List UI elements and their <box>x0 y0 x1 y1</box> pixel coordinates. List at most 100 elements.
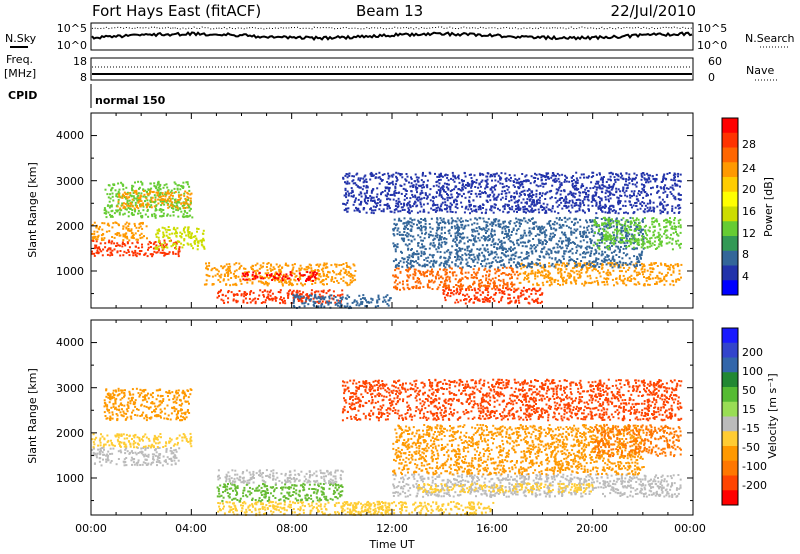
scatter-cell <box>132 213 135 216</box>
scatter-cell <box>593 253 596 256</box>
scatter-cell <box>664 230 667 232</box>
scatter-cell <box>671 225 674 228</box>
scatter-cell <box>306 297 309 300</box>
scatter-cell <box>422 203 425 206</box>
scatter-cell <box>524 289 527 292</box>
scatter-cell <box>344 272 347 275</box>
scatter-cell <box>494 233 496 236</box>
scatter-cell <box>536 282 539 285</box>
scatter-cell <box>487 282 489 285</box>
scatter-cell <box>436 175 439 178</box>
scatter-cell <box>429 273 431 276</box>
scatter-cell <box>150 204 153 207</box>
scatter-cell <box>639 264 642 267</box>
scatter-cell <box>279 291 282 294</box>
scatter-cell <box>243 292 246 295</box>
scatter-cell <box>136 204 138 207</box>
scatter-cell <box>637 238 640 240</box>
scatter-cell <box>593 220 596 223</box>
scatter-cell <box>618 270 621 273</box>
scatter-cell <box>161 193 164 196</box>
scatter-cell <box>487 234 490 237</box>
scatter-cell <box>519 184 522 187</box>
scatter-cell <box>319 298 322 301</box>
scatter-cell <box>133 207 136 210</box>
scatter-cell <box>105 216 108 219</box>
scatter-cell <box>130 228 133 231</box>
scatter-cell <box>621 227 624 230</box>
scatter-cell <box>613 183 616 186</box>
scatter-cell <box>397 227 400 230</box>
scatter-cell <box>379 204 382 207</box>
scatter-cell <box>154 247 157 250</box>
scatter-cell <box>654 276 657 279</box>
scatter-cell <box>244 273 247 275</box>
scatter-cell <box>612 221 615 224</box>
scatter-cell <box>536 300 539 303</box>
scatter-cell <box>558 258 561 261</box>
scatter-cell <box>582 231 585 233</box>
scatter-cell <box>292 300 295 303</box>
scatter-cell <box>187 226 190 229</box>
scatter-cell <box>531 245 534 248</box>
scatter-cell <box>406 235 408 238</box>
scatter-cell <box>539 228 542 231</box>
scatter-cell <box>100 234 103 237</box>
scatter-cell <box>211 267 214 270</box>
scatter-cell <box>470 276 473 279</box>
scatter-cell <box>456 251 459 254</box>
scatter-cell <box>468 265 471 267</box>
scatter-cell <box>156 194 159 197</box>
scatter-cell <box>481 281 483 284</box>
scatter-cell <box>399 288 401 291</box>
scatter-cell <box>473 282 476 284</box>
scatter-cell <box>626 235 629 238</box>
scatter-cell <box>176 206 179 208</box>
scatter-cell <box>592 187 595 189</box>
scatter-cell <box>654 219 657 222</box>
scatter-cell <box>501 186 504 189</box>
scatter-cell <box>273 279 276 282</box>
scatter-cell <box>262 301 265 304</box>
scatter-cell <box>339 273 342 276</box>
scatter-cell <box>279 289 282 292</box>
scatter-cell <box>348 265 351 268</box>
scatter-cell <box>626 239 629 242</box>
scatter-cell <box>464 271 467 274</box>
scatter-cell <box>254 277 257 280</box>
scatter-cell <box>444 278 447 281</box>
scatter-cell <box>299 293 302 295</box>
scatter-cell <box>438 236 441 239</box>
scatter-cell <box>346 302 349 305</box>
scatter-cell <box>249 291 252 294</box>
scatter-cell <box>595 251 598 254</box>
scatter-cell <box>478 279 481 282</box>
scatter-cell <box>202 237 205 240</box>
scatter-cell <box>372 174 375 177</box>
scatter-cell <box>283 281 286 284</box>
scatter-cell <box>289 273 292 276</box>
scatter-cell <box>479 279 482 281</box>
scatter-cell <box>178 198 181 201</box>
scatter-cell <box>171 205 174 208</box>
scatter-cell <box>100 237 103 240</box>
scatter-cell <box>523 232 526 235</box>
scatter-cell <box>494 288 497 291</box>
scatter-cell <box>500 239 503 242</box>
scatter-cell <box>155 209 158 211</box>
scatter-cell <box>291 293 293 296</box>
scatter-cell <box>483 259 486 262</box>
scatter-cell <box>183 227 185 230</box>
scatter-cell <box>562 276 565 279</box>
scatter-cell <box>568 276 571 279</box>
scatter-cell <box>485 277 488 280</box>
scatter-cell <box>108 241 111 244</box>
scatter-cell <box>595 224 598 227</box>
scatter-cell <box>429 234 432 237</box>
scatter-cell <box>472 238 475 241</box>
scatter-cell <box>407 262 410 265</box>
scatter-cell <box>573 262 576 265</box>
scatter-cell <box>505 177 508 180</box>
scatter-cell <box>559 185 562 188</box>
scatter-cell <box>596 244 599 247</box>
